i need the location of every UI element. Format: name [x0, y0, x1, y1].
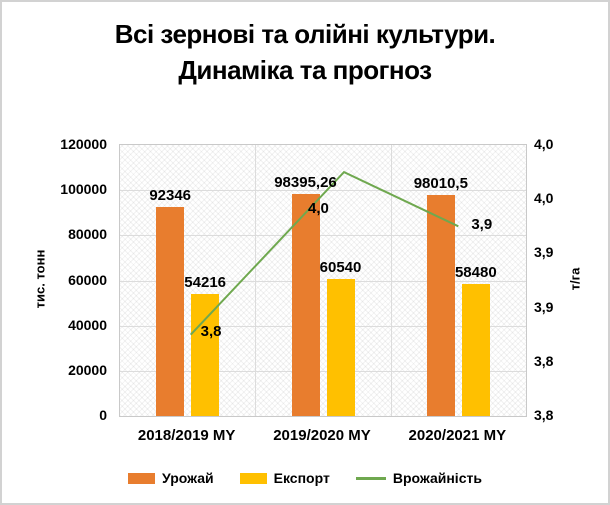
right-axis-tick: 3,8 — [534, 352, 554, 369]
yield-value-label: 4,0 — [308, 200, 329, 218]
gridline-vertical — [255, 145, 257, 416]
right-axis-title: т/га — [567, 267, 583, 291]
plot-area: 92346 98395,26 98010,5 54216 60540 58480 3,8 4,… — [119, 144, 527, 417]
export-bar — [191, 293, 220, 416]
legend-item-yield: Врожайність — [355, 470, 482, 486]
legend: Урожай Експорт Врожайність — [2, 470, 608, 486]
left-axis-tick: 60000 — [68, 271, 107, 288]
harvest-bar — [291, 193, 320, 416]
left-axis-tick: 120000 — [60, 136, 107, 152]
legend-label-export: Експорт — [273, 470, 330, 486]
left-axis-tick: 0 — [99, 407, 107, 423]
chart-title-line2: Динаміка та прогноз — [178, 55, 432, 85]
export-value-label: 54216 — [184, 273, 227, 291]
yield-value-label: 3,9 — [471, 216, 493, 234]
gridline-vertical — [390, 145, 392, 416]
gridline-horizontal — [120, 280, 526, 282]
gridline-horizontal — [120, 235, 526, 237]
chart-title: Всі зернові та олійні культури. Динаміка… — [2, 16, 608, 88]
left-axis-tick: 20000 — [68, 361, 107, 378]
export-bar — [326, 279, 355, 416]
legend-label-yield: Врожайність — [392, 470, 482, 486]
legend-item-harvest: Урожай — [128, 470, 214, 486]
x-axis-label: 2019/2020 MY — [273, 427, 371, 444]
yield-line — [189, 170, 459, 336]
right-axis-tick: 4,0 — [534, 136, 554, 152]
left-axis-tick: 40000 — [68, 316, 107, 333]
harvest-bar — [426, 194, 455, 416]
yield-value-label: 3,8 — [200, 322, 222, 340]
gridline-horizontal — [120, 370, 526, 372]
harvest-value-label: 98395,26 — [274, 173, 337, 191]
harvest-value-label: 98010,5 — [413, 174, 468, 192]
x-axis-label: 2020/2021 MY — [408, 427, 507, 444]
legend-label-harvest: Урожай — [162, 470, 214, 486]
right-axis-tick: 3,8 — [534, 407, 554, 423]
export-value-label: 58480 — [454, 263, 497, 281]
gridline-horizontal — [120, 190, 526, 192]
gridline-horizontal — [120, 325, 526, 327]
chart-title-line1: Всі зернові та олійні культури. — [114, 19, 496, 49]
right-axis-tick: 3,9 — [534, 298, 554, 315]
export-value-label: 60540 — [319, 259, 362, 277]
left-axis-tick: 100000 — [60, 181, 107, 198]
x-axis-label: 2018/2019 MY — [137, 427, 236, 444]
harvest-bar — [156, 207, 185, 416]
right-axis-tick: 4,0 — [534, 190, 554, 207]
legend-swatch-export — [239, 472, 267, 484]
right-axis-tick: 3,9 — [534, 244, 554, 261]
legend-swatch-yield — [355, 476, 386, 480]
legend-swatch-harvest — [128, 472, 156, 484]
legend-item-export: Експорт — [239, 470, 330, 486]
export-bar — [461, 283, 490, 416]
harvest-value-label: 92346 — [149, 187, 192, 205]
left-axis-tick: 80000 — [68, 226, 107, 243]
